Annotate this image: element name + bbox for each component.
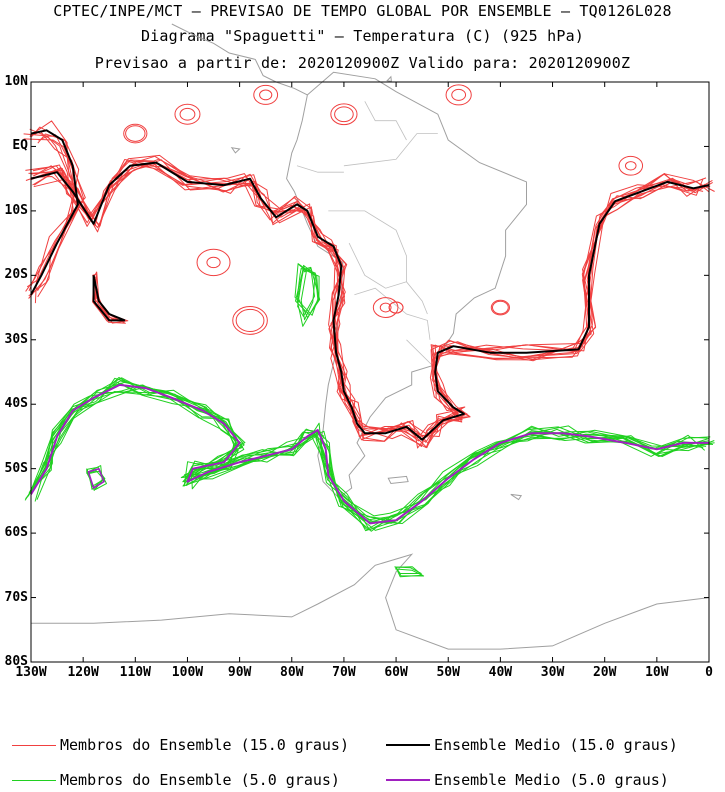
coast-central-america xyxy=(171,23,308,96)
coastlines xyxy=(31,23,710,650)
member-contour-15 xyxy=(123,123,148,144)
member-contour-15 xyxy=(174,103,201,125)
lon-label: 10W xyxy=(645,665,669,680)
member-contour-5 xyxy=(395,566,425,577)
legend-label: Membros do Ensemble (5.0 graus) xyxy=(60,771,340,789)
country-border xyxy=(348,242,407,289)
lon-label: 110W xyxy=(119,665,151,680)
ensemble-mean-5 xyxy=(87,467,105,490)
lat-label: 70S xyxy=(4,589,28,605)
member-contour-15 xyxy=(445,84,472,106)
lon-label: 20W xyxy=(592,665,617,680)
legend-swatch-green xyxy=(12,779,56,781)
ensemble-mean-15 xyxy=(30,129,79,296)
lat-label: 10S xyxy=(4,202,28,218)
legend-label: Ensemble Medio (5.0 graus) xyxy=(434,771,669,789)
ensemble-mean-15 xyxy=(30,161,710,441)
lat-label: 20S xyxy=(4,267,28,283)
member-contour-5 xyxy=(294,263,319,316)
member-contour-15 xyxy=(451,88,467,101)
member-contour-15 xyxy=(330,103,358,126)
lat-label: EQ xyxy=(12,138,28,154)
map-title: CPTEC/INPE/MCT – PREVISAO DE TEMPO GLOBA… xyxy=(53,2,672,20)
map-border xyxy=(30,81,710,663)
lon-label: 100W xyxy=(171,665,204,680)
lon-label: 130W xyxy=(15,665,47,680)
member-contour-15 xyxy=(179,107,196,121)
lon-label: 80W xyxy=(280,665,304,680)
lat-label: 60S xyxy=(4,525,28,541)
coast-island xyxy=(387,475,409,485)
lon-label: 0 xyxy=(705,665,713,680)
legend-swatch-black xyxy=(386,744,430,746)
member-contour-15 xyxy=(206,256,221,269)
member-contour-5 xyxy=(297,267,315,317)
member-contour-15 xyxy=(23,133,86,304)
ensemble-means xyxy=(30,129,710,525)
country-border xyxy=(296,165,344,173)
lon-label: 40W xyxy=(488,665,513,680)
lat-label: 80S xyxy=(4,654,28,669)
lat-label: 10N xyxy=(4,74,28,89)
lat-label: 30S xyxy=(4,331,28,347)
map-frame xyxy=(30,81,710,663)
member-contour-5 xyxy=(24,377,715,524)
member-contour-5 xyxy=(394,566,422,574)
legend-swatch-red xyxy=(12,744,56,746)
ensemble-mean-5 xyxy=(30,383,709,525)
member-contour-15 xyxy=(379,302,392,313)
member-contour-15 xyxy=(232,306,268,335)
lon-label: 50W xyxy=(436,665,460,680)
member-contour-15 xyxy=(490,299,510,316)
legend-label: Membros do Ensemble (15.0 graus) xyxy=(60,736,349,754)
member-contour-15 xyxy=(372,297,399,318)
legend-mean-5: Ensemble Medio (5.0 graus) xyxy=(386,771,669,789)
member-contour-15 xyxy=(259,89,273,101)
coast-island xyxy=(386,75,392,83)
legend-swatch-purple xyxy=(386,779,430,781)
member-contour-15 xyxy=(618,155,644,176)
lon-label: 70W xyxy=(332,665,356,680)
member-contour-5 xyxy=(34,381,714,532)
lon-label: 60W xyxy=(384,665,408,680)
member-contour-15 xyxy=(253,84,279,105)
country-border xyxy=(328,210,428,315)
country-border xyxy=(354,287,431,340)
member-contour-5 xyxy=(395,566,423,578)
country-border xyxy=(406,339,433,366)
lon-label: 30W xyxy=(540,665,565,680)
member-contour-15 xyxy=(235,308,265,333)
legend-mean-15: Ensemble Medio (15.0 graus) xyxy=(386,736,678,754)
country-border xyxy=(343,133,438,167)
legend-members-15: Membros do Ensemble (15.0 graus) xyxy=(12,736,349,754)
legend-members-5: Membros do Ensemble (5.0 graus) xyxy=(12,771,340,789)
lon-label: 90W xyxy=(227,665,252,680)
map-subtitle: Diagrama "Spaguetti" – Temperatura (C) (… xyxy=(140,27,585,45)
member-contour-15 xyxy=(491,300,509,315)
member-contour-15 xyxy=(125,125,146,142)
member-contour-5 xyxy=(295,265,321,316)
member-contour-15 xyxy=(196,248,231,277)
member-contour-15 xyxy=(624,161,637,171)
coast-antarctica xyxy=(31,553,710,650)
country-border xyxy=(364,101,407,141)
coast-island xyxy=(510,493,523,501)
lat-label: 40S xyxy=(4,396,28,412)
member-contour-15 xyxy=(25,120,79,292)
forecast-validity: Previsao a partir de: 2020120900Z Valido… xyxy=(94,54,631,72)
lat-label: 50S xyxy=(4,460,28,476)
ensemble-mean-15 xyxy=(92,275,126,322)
member-contour-15 xyxy=(32,159,704,437)
coast-island xyxy=(230,147,241,154)
legend-label: Ensemble Medio (15.0 graus) xyxy=(434,736,678,754)
lon-label: 120W xyxy=(67,665,99,680)
coast-south-america xyxy=(286,71,527,499)
member-contour-15 xyxy=(334,106,354,123)
